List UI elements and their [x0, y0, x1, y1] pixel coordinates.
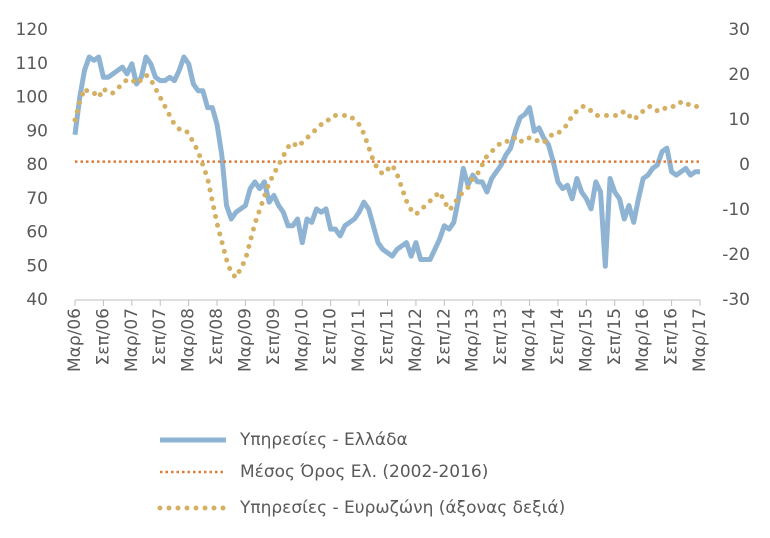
y2-tick-label: -30: [722, 290, 750, 310]
x-tick-label: Μαρ/16: [633, 308, 653, 372]
y-tick-label: 60: [26, 223, 48, 243]
x-tick-label: Μαρ/09: [235, 308, 255, 372]
x-tick-label: Σεπ/13: [491, 308, 511, 366]
x-tick-label: Σεπ/09: [264, 308, 284, 366]
legend-label: Μέσος Όρος Ελ. (2002-2016): [240, 462, 488, 482]
x-tick-label: Σεπ/15: [605, 308, 625, 366]
y2-tick-label: -10: [722, 200, 750, 220]
x-tick-label: Μαρ/10: [292, 308, 312, 372]
x-tick-label: Σεπ/06: [93, 308, 113, 366]
x-tick-label: Σεπ/07: [150, 308, 170, 366]
y2-tick-label: -20: [722, 245, 750, 265]
x-tick-label: Σεπ/10: [321, 308, 341, 366]
x-tick-label: Σεπ/16: [662, 308, 682, 366]
x-tick-label: Σεπ/08: [207, 308, 227, 366]
y-tick-label: 110: [16, 54, 48, 74]
y2-tick-label: 20: [728, 65, 750, 85]
y-tick-label: 120: [16, 20, 48, 40]
x-tick-label: Μαρ/13: [463, 308, 483, 372]
legend-label: Υπηρεσίες - Ευρωζώνη (άξονας δεξιά): [239, 498, 565, 518]
x-tick-label: Μαρ/08: [179, 308, 199, 372]
x-tick-label: Μαρ/07: [122, 308, 142, 372]
y2-tick-label: 10: [728, 110, 750, 130]
x-tick-label: Μαρ/11: [349, 308, 369, 372]
y-tick-label: 40: [26, 290, 48, 310]
y2-tick-label: 30: [728, 20, 750, 40]
series-line: [72, 54, 700, 269]
series-line: [72, 71, 703, 282]
x-tick-label: Μαρ/15: [576, 308, 596, 372]
legend-label: Υπηρεσίες - Ελλάδα: [239, 430, 408, 450]
x-tick-label: Σεπ/12: [434, 308, 454, 366]
y2-tick-label: 0: [739, 155, 750, 175]
y-tick-label: 90: [26, 121, 48, 141]
x-tick-label: Μαρ/12: [406, 308, 426, 372]
y-tick-label: 80: [26, 155, 48, 175]
x-tick-label: Μαρ/06: [65, 308, 85, 372]
x-tick-label: Μαρ/17: [690, 308, 710, 372]
x-tick-label: Μαρ/14: [520, 308, 540, 372]
y-tick-label: 100: [16, 88, 48, 108]
y-tick-label: 70: [26, 189, 48, 209]
x-tick-label: Σεπ/11: [378, 308, 398, 366]
x-tick-label: Σεπ/14: [548, 308, 568, 366]
y-tick-label: 50: [26, 256, 48, 276]
